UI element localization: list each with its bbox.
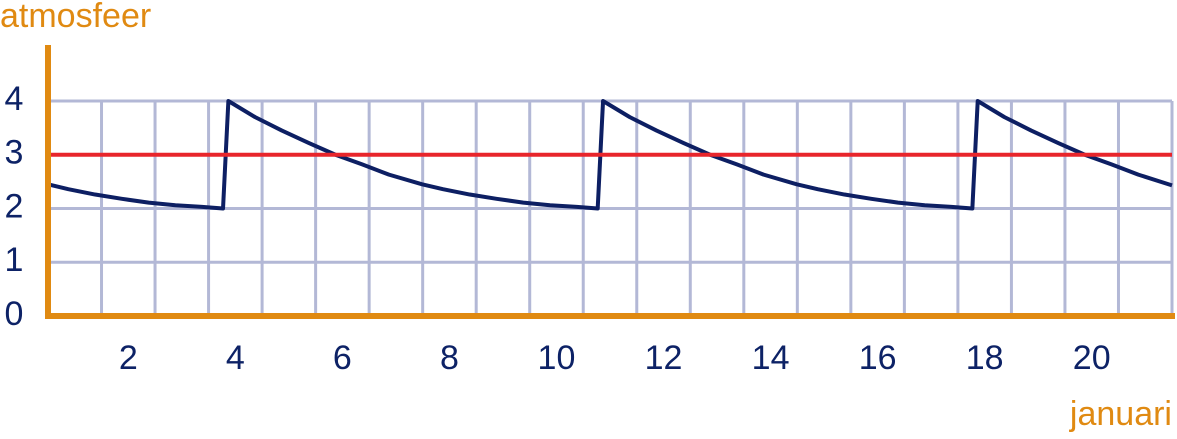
y-tick-label: 3 (5, 134, 24, 172)
y-tick-label: 4 (5, 80, 24, 118)
x-tick-label: 12 (645, 339, 683, 377)
x-tick-label: 18 (966, 339, 1004, 377)
y-tick-label: 2 (5, 187, 24, 225)
y-tick-label: 0 (5, 295, 24, 333)
x-tick-label: 16 (859, 339, 897, 377)
y-axis-label: atmosfeer (0, 0, 151, 35)
x-tick-label: 10 (538, 339, 576, 377)
x-tick-label: 4 (226, 339, 245, 377)
x-axis-label: januari (1069, 395, 1172, 433)
x-tick-label: 14 (752, 339, 790, 377)
x-tick-label: 6 (333, 339, 352, 377)
y-tick-label: 1 (5, 241, 24, 279)
x-tick-label: 20 (1073, 339, 1111, 377)
x-tick-label: 8 (440, 339, 459, 377)
x-tick-label: 2 (119, 339, 138, 377)
